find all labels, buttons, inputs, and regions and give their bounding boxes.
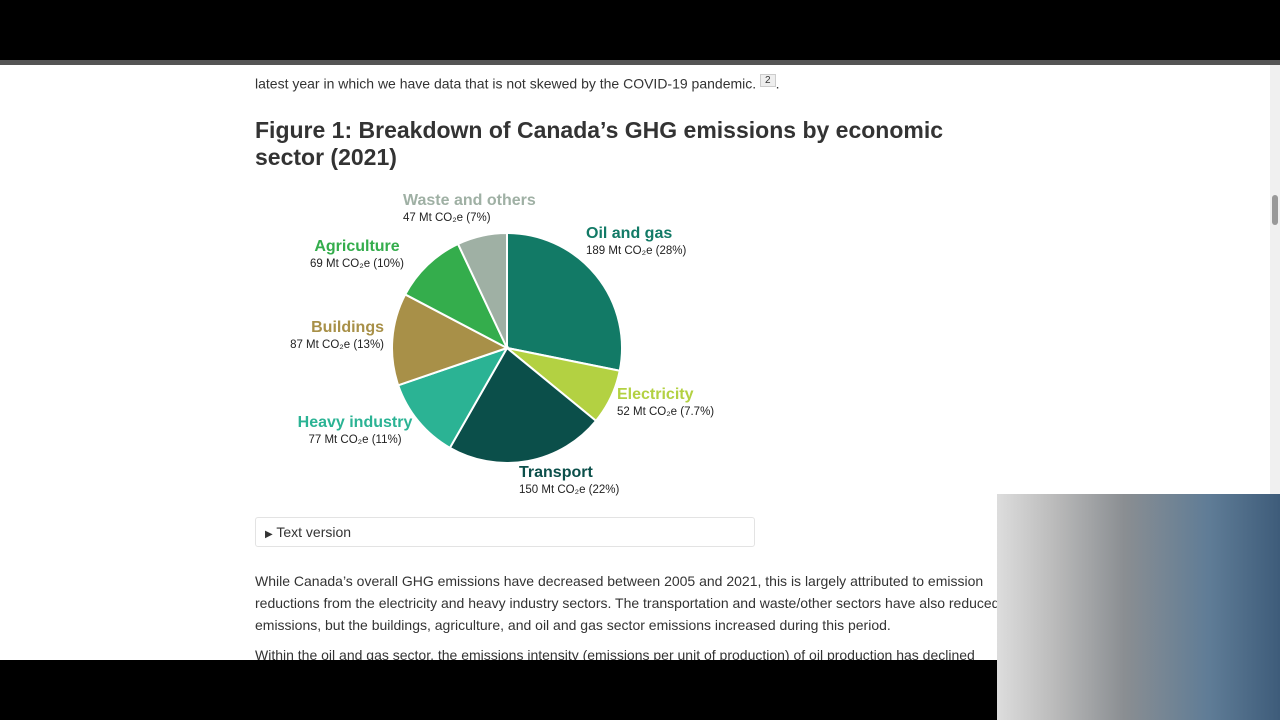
pie-slice bbox=[396, 346, 510, 450]
scrollbar-thumb[interactable] bbox=[1272, 195, 1278, 225]
intro-line: latest year in which we have data that i… bbox=[255, 75, 757, 92]
pie-slice bbox=[506, 231, 623, 372]
slice-name: Buildings bbox=[311, 319, 384, 336]
slice-value-label: 69 Mt CO₂e (10%) bbox=[310, 258, 404, 270]
slice-value-label: 189 Mt CO₂e (28%) bbox=[586, 245, 687, 257]
webcam-overlay bbox=[997, 494, 1280, 720]
slice-name: Transport bbox=[519, 464, 593, 481]
slice-value-label: 150 Mt CO₂e (22%) bbox=[519, 484, 620, 496]
slice-name: Heavy industry bbox=[298, 414, 413, 431]
paragraph: While Canada’s overall GHG emissions hav… bbox=[255, 573, 1000, 633]
details-label[interactable]: Text version bbox=[276, 524, 352, 540]
slice-name: Oil and gas bbox=[586, 225, 672, 242]
figure-title: Figure 1: Breakdown of Canada’s GHG emis… bbox=[255, 117, 944, 170]
footnote[interactable]: 2 bbox=[760, 74, 776, 87]
slice-value-label: 77 Mt CO₂e (11%) bbox=[308, 434, 401, 446]
scrollbar[interactable] bbox=[1270, 65, 1280, 660]
pie-slice bbox=[456, 231, 508, 349]
details-toggle[interactable]: ▶ Text version bbox=[255, 517, 755, 547]
slice-name: Electricity bbox=[617, 386, 694, 403]
pie-slice bbox=[448, 346, 598, 464]
slice-value-label: 47 Mt CO₂e (7%) bbox=[403, 212, 491, 224]
browser-edge bbox=[0, 60, 1280, 65]
pie-chart: Oil and gas 189 Mt CO₂e (28%) Electricity 5… bbox=[290, 192, 714, 496]
pie-slice bbox=[403, 242, 510, 351]
intro-text: latest year in which we have data that i… bbox=[255, 74, 780, 92]
slice-value-label: 52 Mt CO₂e (7.7%) bbox=[617, 406, 714, 418]
slice-name: Waste and others bbox=[403, 192, 536, 209]
top-bar bbox=[0, 0, 1280, 60]
pie-slice bbox=[391, 293, 510, 387]
slice-name: Agriculture bbox=[314, 238, 399, 255]
slice-value-label: 87 Mt CO₂e (13%) bbox=[290, 339, 384, 351]
paragraph: Within the oil and gas sector, the emiss… bbox=[255, 647, 975, 660]
